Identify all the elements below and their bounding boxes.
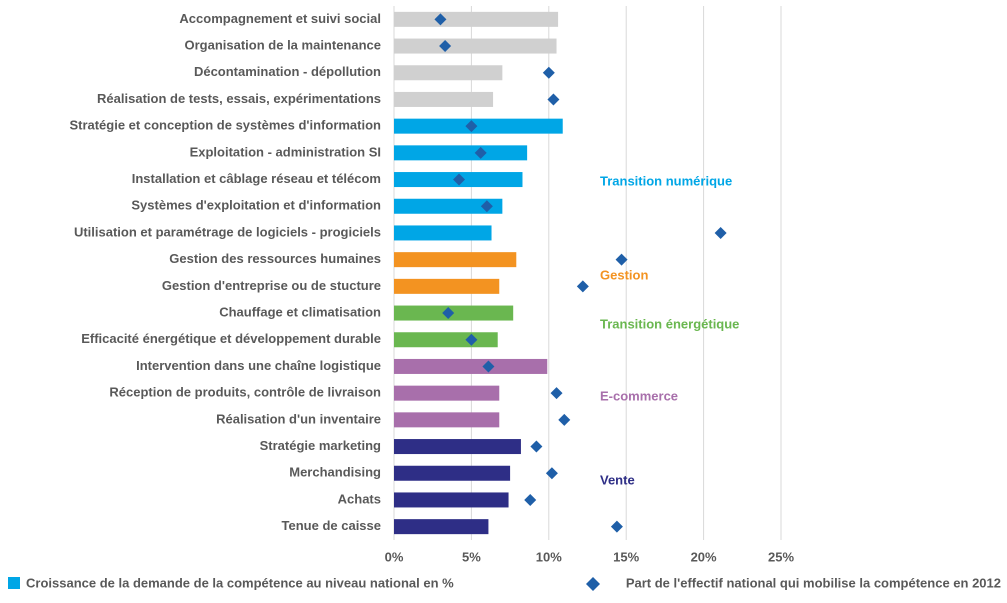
diamond-marker <box>615 253 628 266</box>
x-tick-label: 15% <box>613 549 639 564</box>
bar <box>394 465 511 481</box>
diamond-marker <box>439 40 452 53</box>
bar <box>394 145 528 161</box>
bar <box>394 332 498 348</box>
bar <box>394 91 494 107</box>
y-tick-label: Systèmes d'exploitation et d'information <box>131 198 381 213</box>
legend-label: Croissance de la demande de la compétenc… <box>26 575 454 590</box>
diamond-marker <box>442 307 455 320</box>
bar <box>394 358 548 374</box>
y-tick-label: Efficacité énergétique et développement … <box>81 331 381 346</box>
group-label: Gestion <box>600 267 648 282</box>
diamond-marker <box>524 493 537 506</box>
x-tick-label: 5% <box>462 549 481 564</box>
group-label: Transition numérique <box>600 173 732 188</box>
diamond-marker <box>558 413 571 426</box>
bar <box>394 439 521 455</box>
y-tick-label: Merchandising <box>289 465 381 480</box>
y-tick-label: Chauffage et climatisation <box>219 304 381 319</box>
legend-swatch <box>8 577 20 589</box>
y-tick-label: Stratégie marketing <box>260 438 381 453</box>
group-label: Transition énergétique <box>600 316 739 331</box>
bar <box>394 118 563 134</box>
y-tick-label: Décontamination - dépollution <box>194 64 381 79</box>
diamond-marker <box>453 173 466 186</box>
diamond-marker <box>465 120 478 133</box>
group-label: Vente <box>600 472 635 487</box>
x-tick-label: 25% <box>768 549 794 564</box>
diamond-marker <box>530 440 543 453</box>
diamond-marker <box>714 226 727 239</box>
y-tick-label: Réalisation d'un inventaire <box>216 411 381 426</box>
bar <box>394 65 503 81</box>
bar <box>394 492 509 508</box>
diamond-marker <box>474 146 487 159</box>
x-tick-label: 0% <box>385 549 404 564</box>
bar <box>394 278 500 294</box>
diamond-marker <box>434 13 447 26</box>
y-tick-label: Achats <box>338 491 381 506</box>
diamond-marker <box>480 200 493 213</box>
bar <box>394 225 492 241</box>
diamond-marker <box>465 333 478 346</box>
y-tick-label: Gestion des ressources humaines <box>169 251 381 266</box>
group-label: E-commerce <box>600 388 678 403</box>
bar <box>394 385 500 401</box>
diamond-marker <box>550 387 563 400</box>
x-tick-label: 10% <box>536 549 562 564</box>
legend-label: Part de l'effectif national qui mobilise… <box>626 575 1001 590</box>
diamond-marker <box>576 280 589 293</box>
bar <box>394 519 489 535</box>
y-tick-label: Réalisation de tests, essais, expériment… <box>97 91 381 106</box>
y-tick-label: Stratégie et conception de systèmes d'in… <box>69 118 381 133</box>
diamond-marker <box>482 360 495 373</box>
y-tick-label: Exploitation - administration SI <box>190 144 381 159</box>
y-tick-label: Installation et câblage réseau et téléco… <box>132 171 381 186</box>
diamond-marker <box>545 467 558 480</box>
bar <box>394 11 559 27</box>
bar <box>394 38 557 54</box>
bar <box>394 198 503 214</box>
y-tick-label: Intervention dans une chaîne logistique <box>136 358 381 373</box>
diamond-marker <box>610 520 623 533</box>
bar <box>394 412 500 428</box>
y-tick-label: Réception de produits, contrôle de livra… <box>109 385 381 400</box>
y-tick-label: Organisation de la maintenance <box>185 37 382 52</box>
diamond-marker <box>547 93 560 106</box>
bar <box>394 252 517 268</box>
y-tick-label: Utilisation et paramétrage de logiciels … <box>74 224 381 239</box>
diamond-marker <box>542 66 555 79</box>
x-tick-label: 20% <box>691 549 717 564</box>
y-tick-label: Tenue de caisse <box>282 518 381 533</box>
legend-marker <box>586 577 600 591</box>
y-tick-label: Gestion d'entreprise ou de stucture <box>162 278 381 293</box>
y-tick-label: Accompagnement et suivi social <box>179 11 381 26</box>
